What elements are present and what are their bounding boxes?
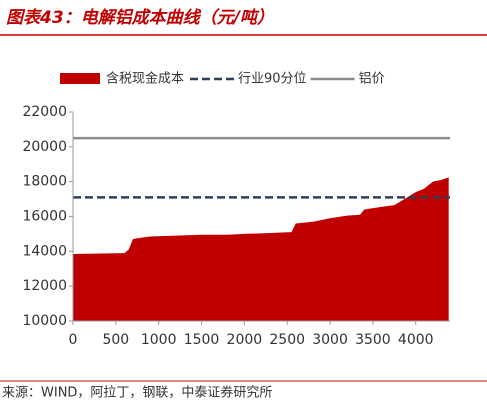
y-tick-label: 22000 [22,104,67,120]
area [73,177,449,321]
x-tick-label: 1500 [184,332,220,348]
source: 来源：WIND，阿拉丁，钢联，中泰证券研究所 [2,385,272,401]
x-tick-label: 1000 [141,332,177,348]
x-tick-label: 2000 [227,332,263,348]
y-tick-label: 20000 [22,139,67,155]
x-tick-label: 3500 [355,332,391,348]
y-tick-label: 12000 [22,278,67,294]
x-tick-label: 0 [69,332,78,348]
legend-label: 铝价 [359,72,385,87]
y-tick-label: 14000 [22,243,67,259]
y-tick-label: 18000 [22,174,67,190]
legend-label: 含税现金成本 [106,71,184,87]
y-tick-label: 16000 [22,209,67,225]
x-tick-label: 500 [102,332,129,348]
x-tick-label: 4000 [398,332,434,348]
y-tick-label: 10000 [22,313,67,329]
x-tick-label: 2500 [269,332,305,348]
legend-label: 行业90分位 [238,72,307,87]
chart-title: 图表43：电解铝成本曲线（元/吨） [6,8,274,28]
legend-swatch [60,73,100,84]
x-tick-label: 3000 [312,332,348,348]
